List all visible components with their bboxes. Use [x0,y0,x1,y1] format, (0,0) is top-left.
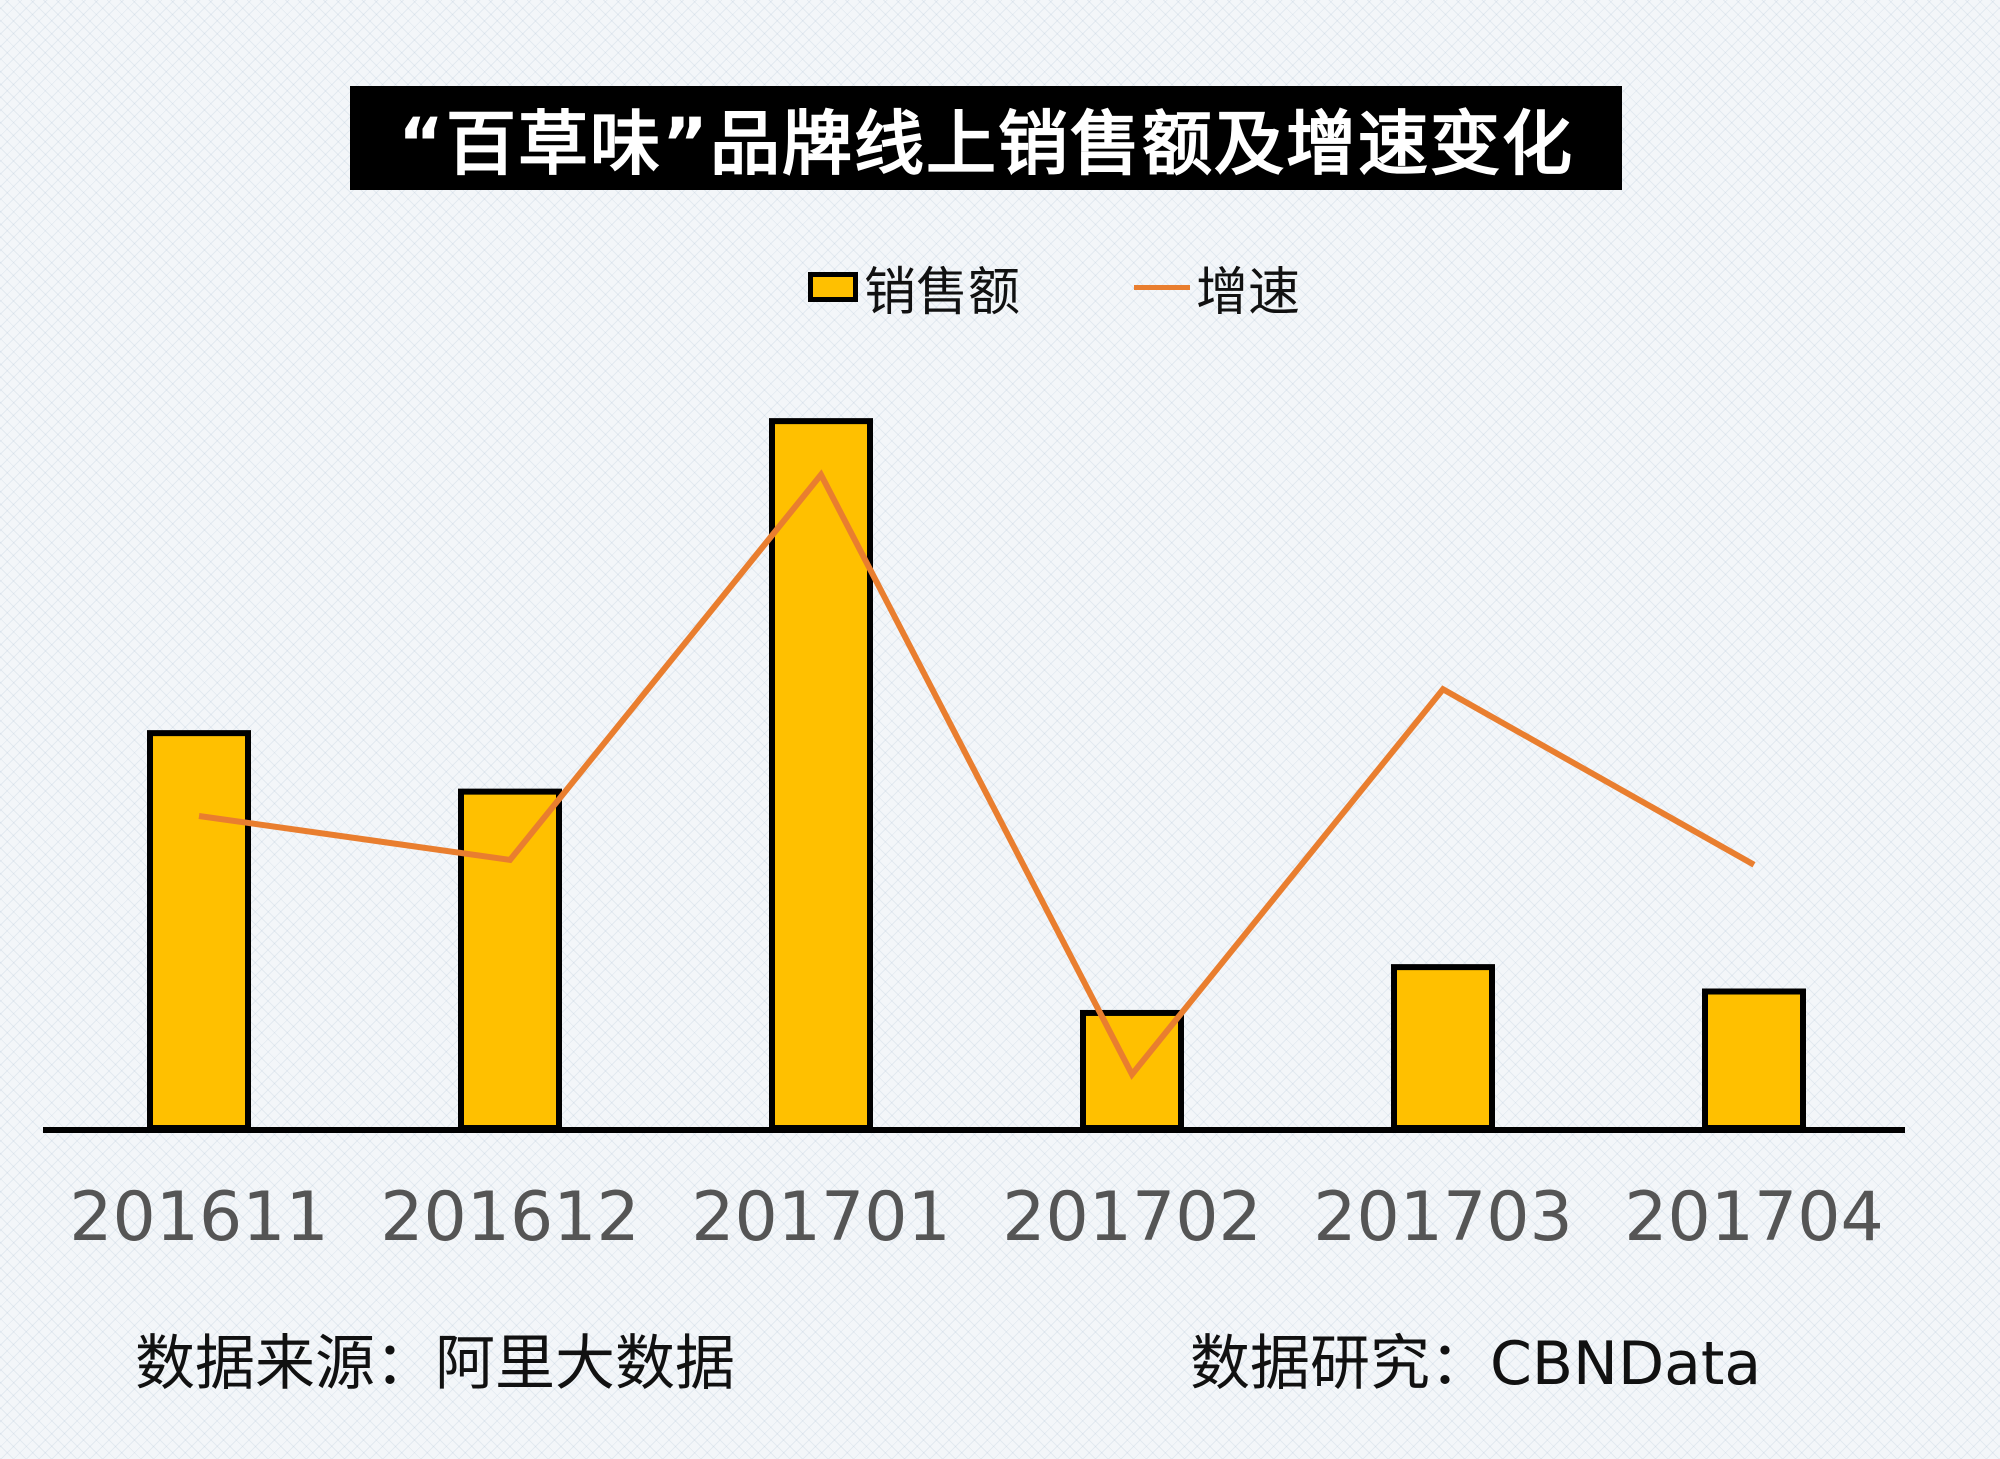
legend-label-sales: 销售额 [864,262,1021,323]
legend-bar-swatch [808,272,858,302]
legend-item-growth: 增速 [1134,252,1301,323]
legend-line-swatch [1134,284,1190,290]
bar-201612 [458,788,562,1131]
legend-item-sales: 销售额 [808,252,1021,323]
legend-label-growth: 增速 [1196,262,1301,323]
bar-201701 [769,418,873,1131]
x-tick-label: 201612 [380,1178,640,1257]
bar-201704 [1702,988,1806,1131]
bar-201611 [147,730,251,1131]
x-tick-label: 201701 [691,1178,951,1257]
chart-title-box: “百草味”品牌线上销售额及增速变化 [350,86,1622,190]
chart-title: “百草味”品牌线上销售额及增速变化 [397,102,1574,185]
x-tick-label: 201704 [1624,1178,1884,1257]
growth-line [198,469,1756,1080]
bar-201703 [1391,964,1495,1131]
x-tick-label: 201611 [69,1178,329,1257]
x-tick-label: 201702 [1002,1178,1262,1257]
data-research: 数据研究：CBNData [1190,1329,1762,1399]
data-source: 数据来源：阿里大数据 [135,1329,735,1399]
x-tick-label: 201703 [1313,1178,1573,1257]
legend: 销售额 增速 [0,252,2000,323]
